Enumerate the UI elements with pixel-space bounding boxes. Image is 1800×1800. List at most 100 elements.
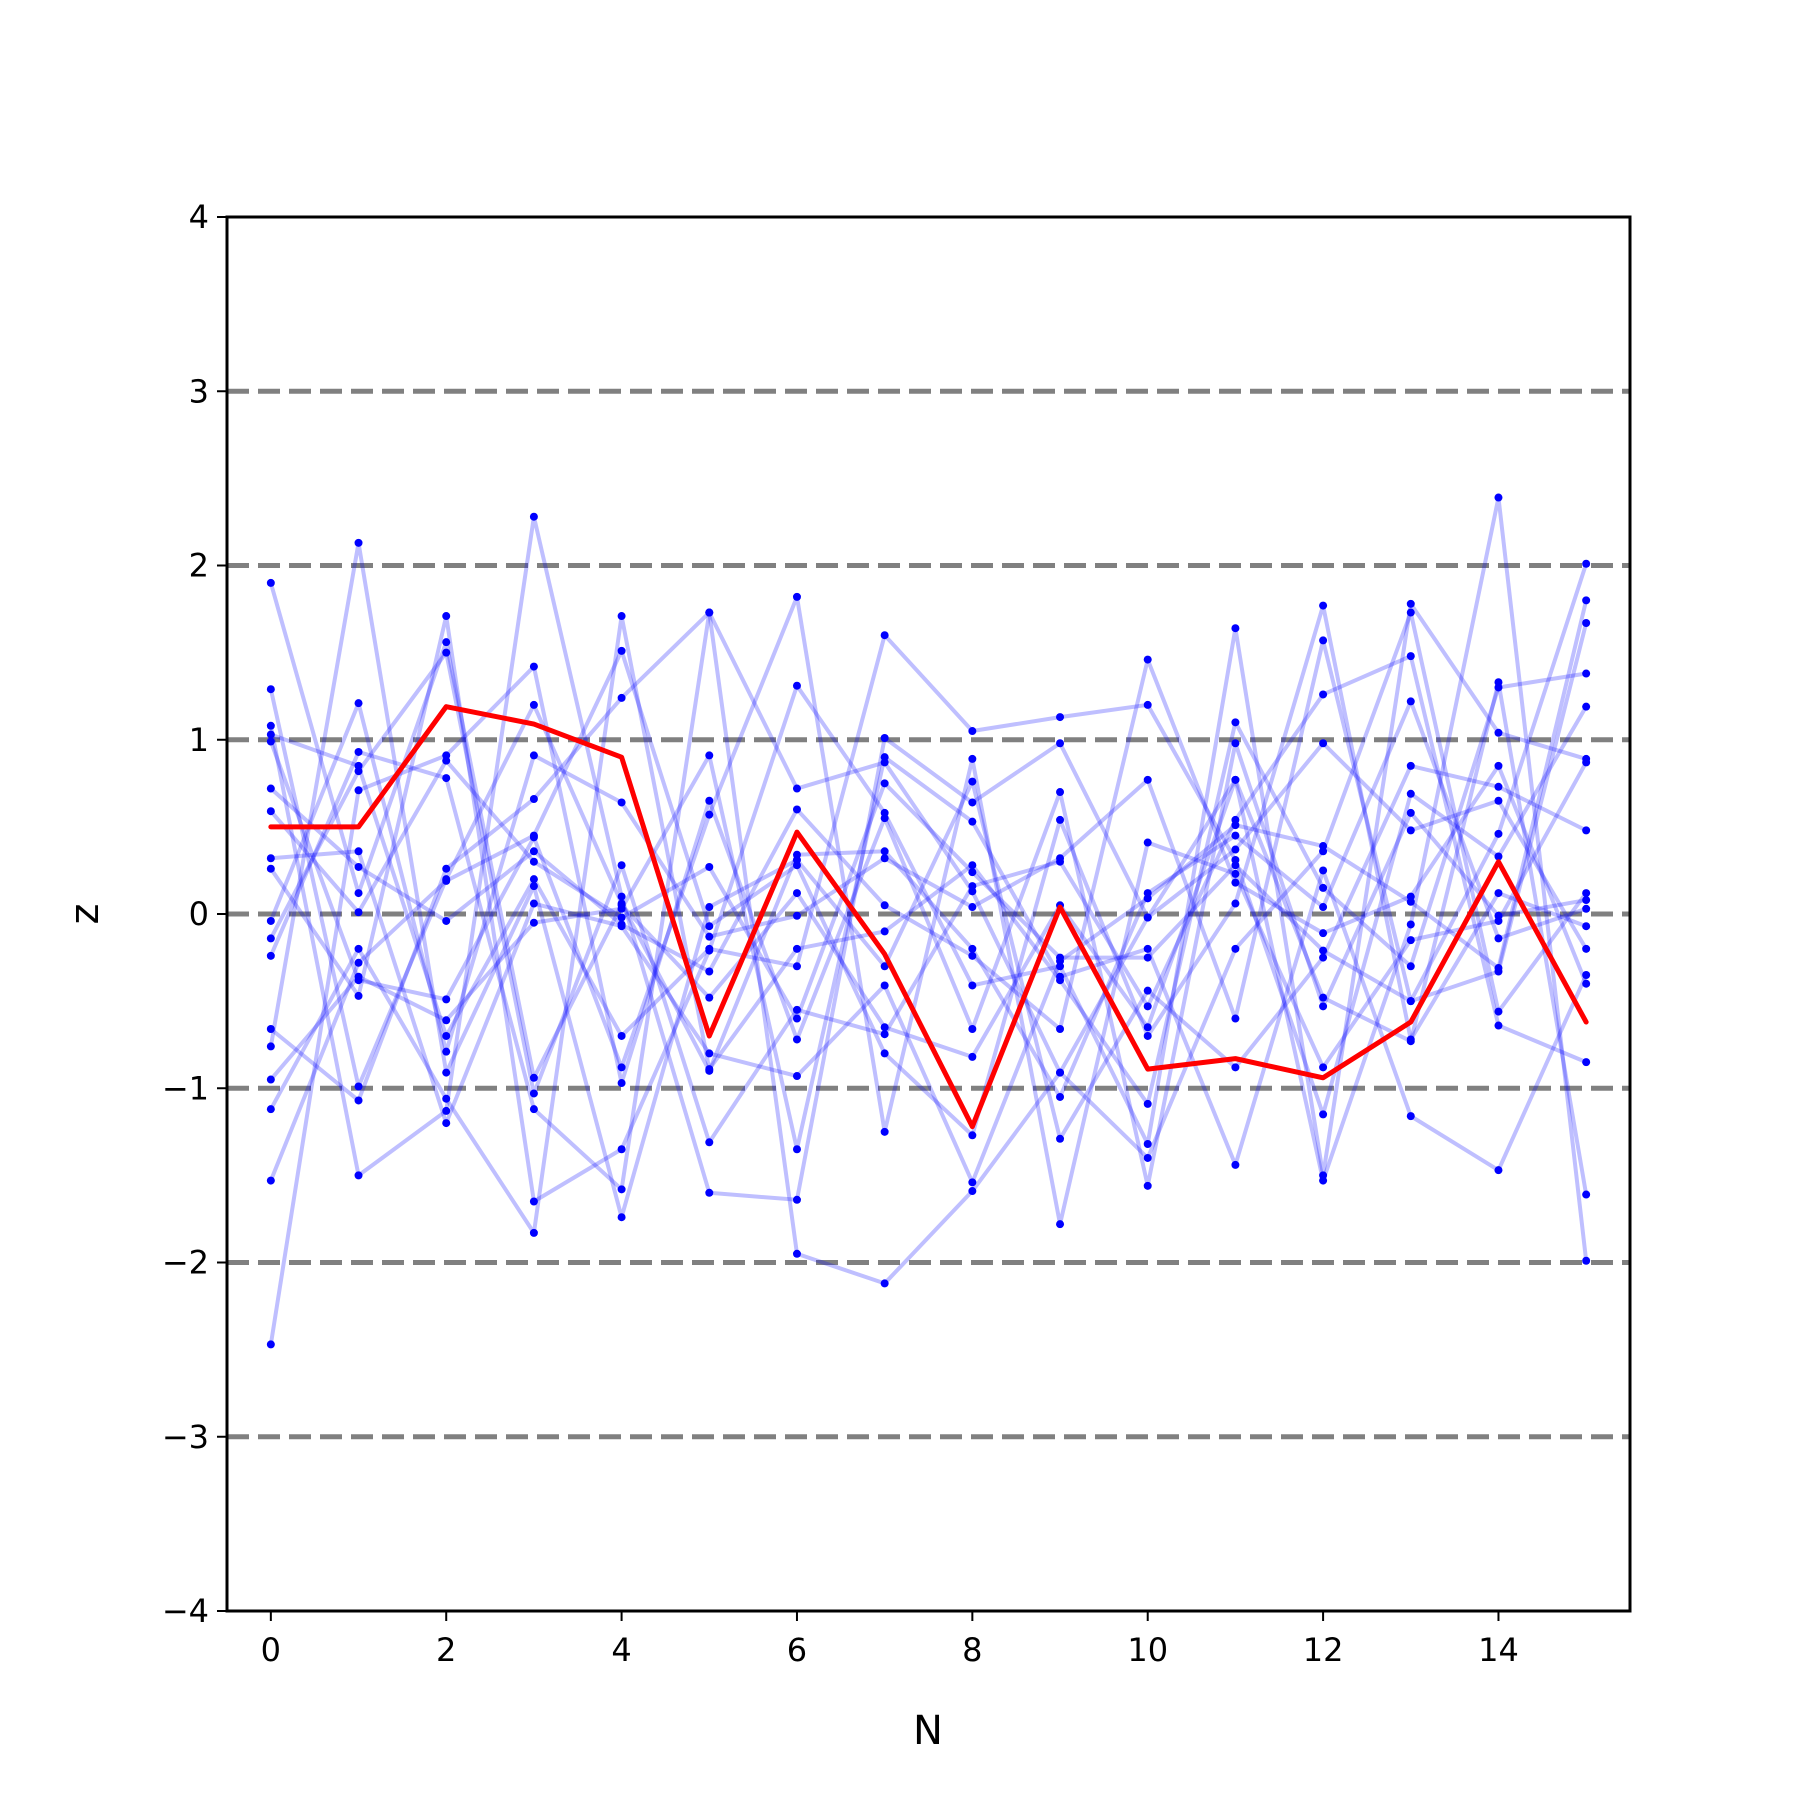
sample-point xyxy=(1056,713,1065,722)
sample-point xyxy=(1582,1058,1591,1067)
sample-line xyxy=(269,563,1589,1021)
sample-point xyxy=(442,648,451,657)
sample-point xyxy=(880,981,889,990)
sample-point xyxy=(1143,953,1152,962)
sample-point xyxy=(1494,889,1503,898)
sample-series xyxy=(266,648,1591,1147)
sample-point xyxy=(792,944,801,953)
sample-point xyxy=(880,927,889,936)
sample-point xyxy=(880,779,889,788)
sample-series xyxy=(266,608,1591,1194)
sample-point xyxy=(968,882,977,891)
sample-point xyxy=(266,578,275,587)
sample-point xyxy=(1582,619,1591,628)
sample-point xyxy=(880,758,889,767)
sample-point xyxy=(968,1131,977,1140)
sample-point xyxy=(1406,608,1415,617)
sample-point xyxy=(442,774,451,783)
sample-series xyxy=(266,559,1591,1023)
sample-point xyxy=(1494,782,1503,791)
sample-point xyxy=(1231,899,1240,908)
sample-line xyxy=(269,657,1589,1032)
sample-point xyxy=(968,1025,977,1034)
sample-point xyxy=(529,847,538,856)
sample-point xyxy=(1143,944,1152,953)
sample-point xyxy=(1056,815,1065,824)
sample-point xyxy=(880,631,889,640)
sample-point xyxy=(1494,934,1503,943)
sample-point xyxy=(1056,1134,1065,1143)
sample-point xyxy=(442,1094,451,1103)
sample-point xyxy=(1143,1002,1152,1011)
sample-point xyxy=(442,995,451,1004)
sample-point xyxy=(442,1119,451,1128)
sample-point xyxy=(266,864,275,873)
sample-point xyxy=(442,751,451,760)
sample-point xyxy=(880,1023,889,1032)
sample-point xyxy=(792,681,801,690)
sample-point xyxy=(1582,559,1591,568)
sample-point xyxy=(705,810,714,819)
sample-point xyxy=(1582,702,1591,711)
sample-point xyxy=(1582,889,1591,898)
sample-point xyxy=(1056,788,1065,797)
sample-point xyxy=(1143,1181,1152,1190)
y-tick-label: 0 xyxy=(189,895,209,933)
y-tick-label: 2 xyxy=(189,547,209,585)
sample-point xyxy=(968,861,977,870)
y-tick-label: −4 xyxy=(162,1592,209,1630)
sample-point xyxy=(1582,826,1591,835)
sample-point xyxy=(617,1185,626,1194)
sample-line xyxy=(268,688,1587,1099)
sample-point xyxy=(1319,929,1328,938)
sample-point xyxy=(529,1105,538,1114)
sample-point xyxy=(617,892,626,901)
sample-point xyxy=(354,1096,363,1105)
sample-point xyxy=(1582,922,1591,931)
sample-point xyxy=(1406,808,1415,817)
sample-point xyxy=(617,1031,626,1040)
sample-point xyxy=(354,747,363,756)
sample-point xyxy=(880,1049,889,1058)
sample-point xyxy=(1143,986,1152,995)
sample-point xyxy=(792,1005,801,1014)
sample-point xyxy=(1406,1112,1415,1121)
sample-line xyxy=(268,594,1588,1227)
x-tick-label: 4 xyxy=(611,1631,631,1669)
x-tick-label: 0 xyxy=(261,1631,281,1669)
sample-point xyxy=(442,1068,451,1077)
sample-point xyxy=(1231,861,1240,870)
sample-point xyxy=(1406,892,1415,901)
sample-point xyxy=(880,1279,889,1288)
sample-point xyxy=(880,734,889,743)
sample-point xyxy=(968,754,977,763)
sample-line xyxy=(268,603,1587,1182)
sample-point xyxy=(1406,789,1415,798)
sample-point xyxy=(705,993,714,1002)
sample-point xyxy=(968,817,977,826)
sample-point xyxy=(880,854,889,863)
sample-point xyxy=(1406,652,1415,661)
sample-point xyxy=(1494,1021,1503,1030)
sample-point xyxy=(1406,761,1415,770)
sample-line xyxy=(268,664,1587,1345)
sample-point xyxy=(266,1105,275,1114)
sample-point xyxy=(266,1075,275,1084)
sample-point xyxy=(1231,1063,1240,1072)
sample-point xyxy=(529,875,538,884)
sample-point xyxy=(354,1171,363,1180)
sample-line xyxy=(269,753,1588,1173)
sample-point xyxy=(1582,970,1591,979)
sample-point xyxy=(705,922,714,931)
y-tick-label: −3 xyxy=(162,1418,209,1456)
sample-point xyxy=(266,1025,275,1034)
sample-point xyxy=(1319,883,1328,892)
sample-point xyxy=(442,876,451,885)
sample-point xyxy=(1319,1176,1328,1185)
sample-point xyxy=(1494,1007,1503,1016)
x-tick-label: 2 xyxy=(436,1631,456,1669)
